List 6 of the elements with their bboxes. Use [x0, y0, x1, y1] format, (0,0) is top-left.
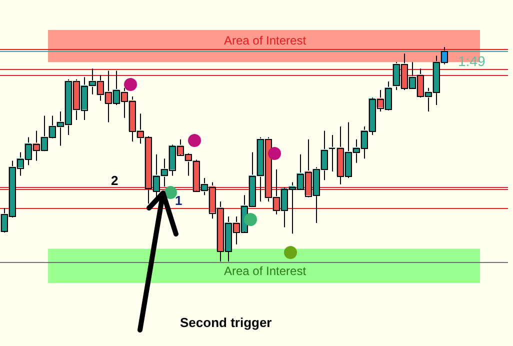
annotation: 2 [111, 173, 118, 188]
band-label: Area of Interest [224, 264, 307, 278]
band-label: Area of Interest [224, 33, 307, 48]
annotation: 1 [175, 193, 182, 208]
text: Second trigger [180, 315, 272, 330]
text: 1:49 [458, 53, 486, 69]
